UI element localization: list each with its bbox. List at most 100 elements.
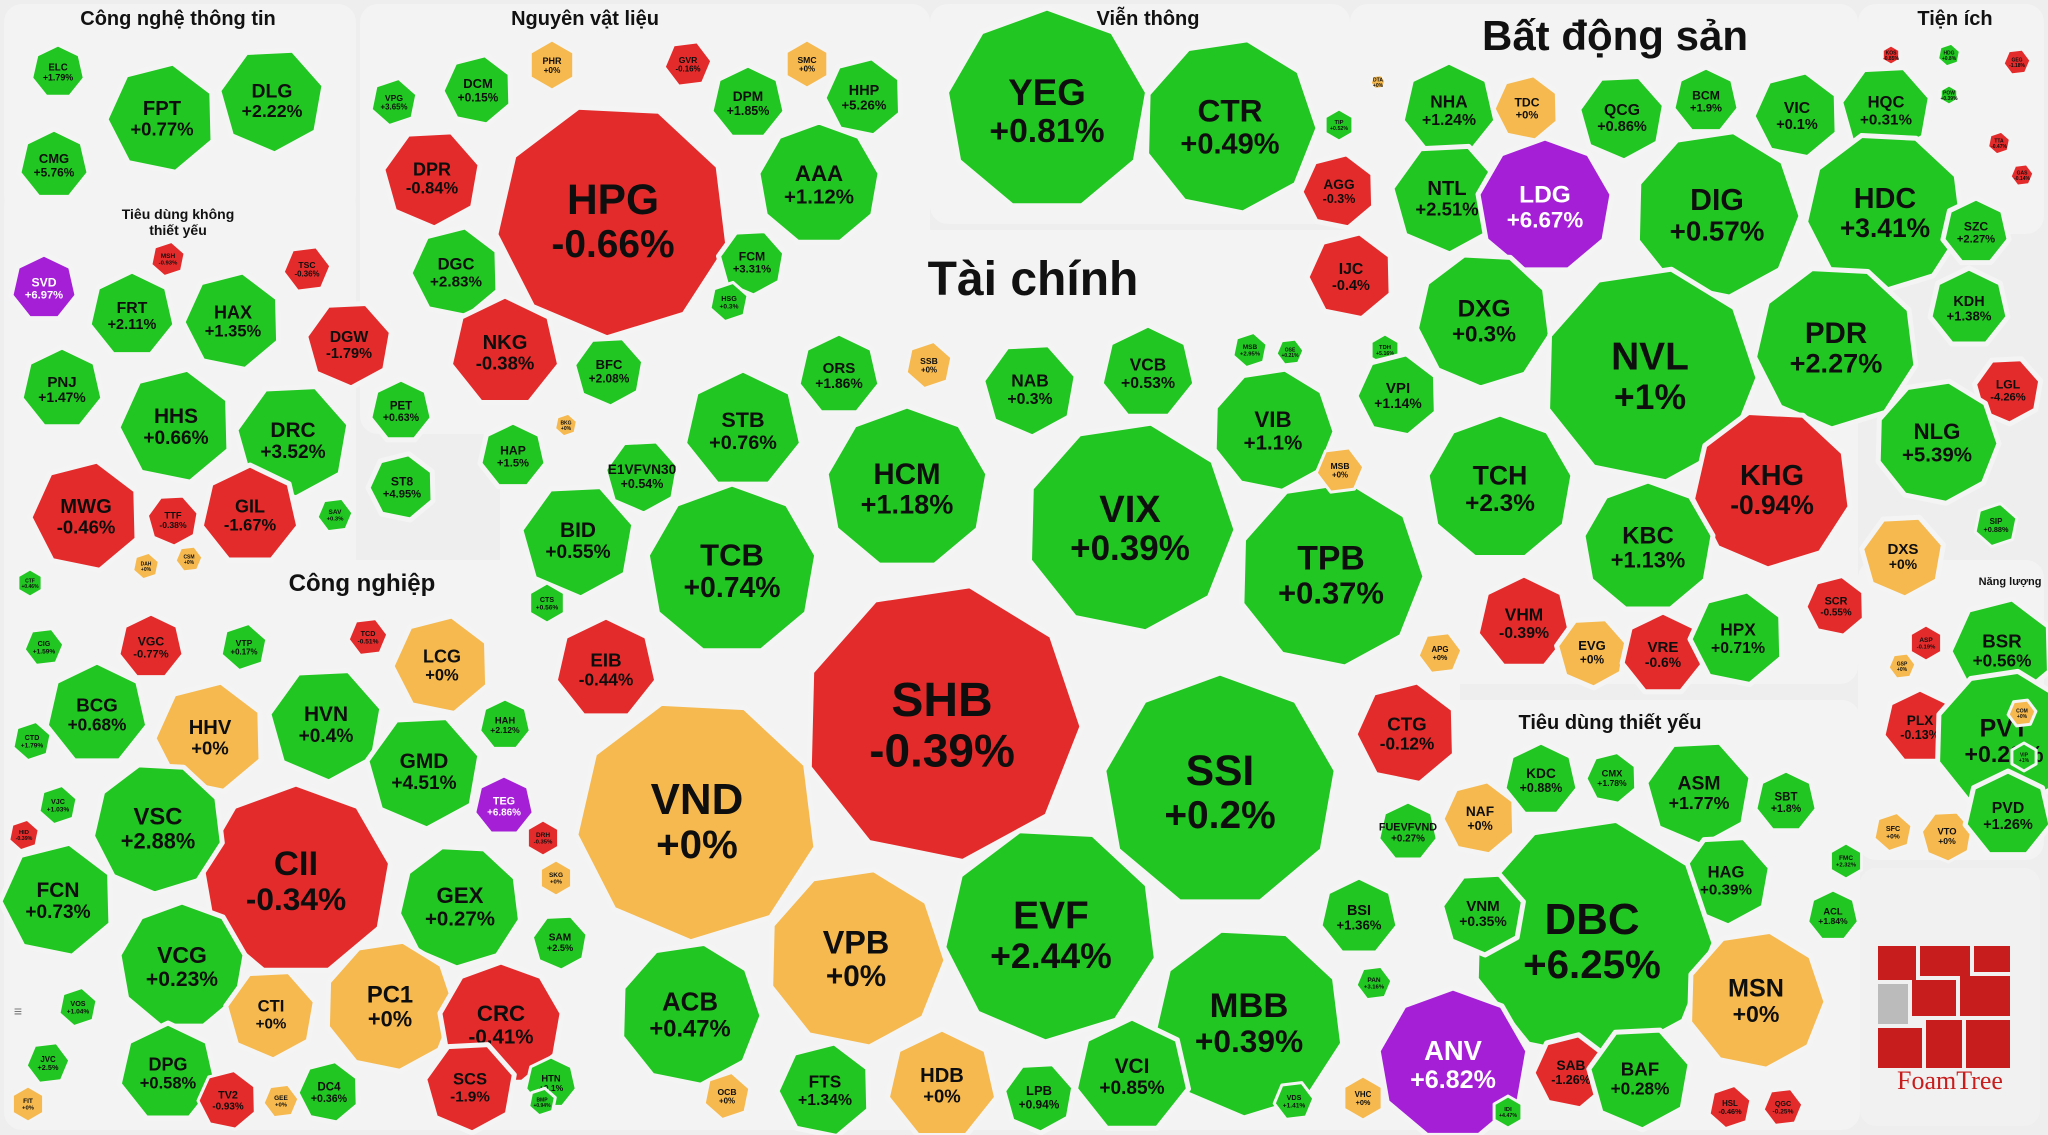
stock-cell-kbc[interactable]: KBC+1.13% <box>1580 478 1716 612</box>
stock-cell-shape[interactable] <box>365 451 436 523</box>
stock-cell-shape[interactable] <box>303 301 394 391</box>
stock-cell-nkg[interactable]: NKG-0.38% <box>447 293 563 405</box>
stock-cell-shape[interactable] <box>407 224 501 320</box>
stock-cell-tpb[interactable]: TPB+0.37% <box>1239 479 1428 670</box>
stock-cell-vre[interactable]: VRE-0.6% <box>1619 609 1707 695</box>
stock-cell-shape[interactable] <box>116 899 248 1029</box>
stock-cell-shape[interactable] <box>1474 572 1574 669</box>
stock-cell-shape[interactable] <box>281 245 333 293</box>
stock-cell-hhp[interactable]: HHP+5.26% <box>821 55 903 139</box>
stock-cell-fmc[interactable]: FMC+2.32% <box>1828 841 1864 881</box>
stock-cell-shape[interactable] <box>477 419 549 490</box>
stock-cell-shape[interactable] <box>1475 135 1615 273</box>
stock-cell-shape[interactable] <box>2008 162 2036 188</box>
stock-cell-shape[interactable] <box>439 52 514 128</box>
stock-cell-cti[interactable]: CTI+0% <box>223 969 318 1063</box>
stock-cell-shape[interactable] <box>1377 800 1439 861</box>
stock-cell-evf[interactable]: EVF+2.44% <box>941 828 1159 1045</box>
stock-cell-tv2[interactable]: TV2-0.93% <box>196 1069 257 1131</box>
stock-cell-sfc[interactable]: SFC+0% <box>1872 810 1914 854</box>
stock-cell-hvn[interactable]: HVN+0.4% <box>266 668 385 785</box>
stock-cell-skg[interactable]: SKG+0% <box>538 858 574 898</box>
stock-cell-shape[interactable] <box>1938 83 1960 107</box>
stock-cell-shape[interactable] <box>1375 985 1531 1135</box>
stock-cell-shape[interactable] <box>1690 410 1853 572</box>
stock-cell-shape[interactable] <box>1687 928 1829 1072</box>
stock-cell-bsi[interactable]: BSI+1.36% <box>1317 874 1401 956</box>
stock-cell-shape[interactable] <box>369 77 419 127</box>
stock-cell-nlg[interactable]: NLG+5.39% <box>1875 378 2002 506</box>
stock-cell-shape[interactable] <box>528 38 576 92</box>
stock-cell-shape[interactable] <box>1073 1015 1191 1131</box>
stock-cell-sip[interactable]: SIP+0.88% <box>1973 501 2019 549</box>
stock-cell-gmd[interactable]: GMD+4.51% <box>364 715 483 832</box>
stock-cell-hdc[interactable]: HDC+3.41% <box>1803 133 1966 295</box>
stock-cell-shape[interactable] <box>1354 964 1394 1002</box>
stock-cell-evg[interactable]: EVG+0% <box>1554 616 1630 691</box>
stock-cell-st8[interactable]: ST8+4.95% <box>365 451 436 523</box>
stock-cell-shape[interactable] <box>16 126 92 200</box>
stock-cell-shape[interactable] <box>1027 420 1239 635</box>
stock-cell-ttf[interactable]: TTF-0.38% <box>145 494 200 548</box>
stock-cell-shape[interactable] <box>1750 69 1840 161</box>
stock-cell-hpg[interactable]: HPG-0.66% <box>493 104 731 341</box>
stock-cell-bcm[interactable]: BCM+1.9% <box>1670 64 1742 135</box>
stock-cell-shape[interactable] <box>573 700 819 945</box>
stock-cell-vcg[interactable]: VCG+0.23% <box>116 899 248 1029</box>
stock-cell-shape[interactable] <box>708 62 788 140</box>
stock-cell-shape[interactable] <box>1424 411 1576 560</box>
stock-cell-szc[interactable]: SZC+2.27% <box>1940 195 2012 266</box>
stock-cell-shape[interactable] <box>1545 266 1761 485</box>
stock-cell-shape[interactable] <box>1761 1087 1805 1127</box>
stock-cell-shape[interactable] <box>37 783 79 827</box>
stock-cell-shape[interactable] <box>755 119 883 245</box>
stock-cell-shb[interactable]: SHB-0.39% <box>806 583 1085 864</box>
stock-cell-shape[interactable] <box>261 1082 301 1120</box>
stock-cell-dcm[interactable]: DCM+0.15% <box>439 52 514 128</box>
stock-cell-dpg[interactable]: DPG+0.58% <box>116 1020 220 1121</box>
stock-cell-shape[interactable] <box>1806 888 1860 941</box>
settings-icon[interactable]: ≡ <box>13 1003 23 1019</box>
stock-cell-cmg[interactable]: CMG+5.76% <box>16 126 92 200</box>
stock-cell-shape[interactable] <box>552 614 660 719</box>
stock-cell-idi[interactable]: IDI+4.47% <box>1492 1094 1524 1130</box>
stock-cell-shape[interactable] <box>10 1084 46 1124</box>
stock-cell-baf[interactable]: BAF+0.28% <box>1586 1027 1693 1133</box>
stock-cell-pvd[interactable]: PVD+1.26% <box>1962 768 2048 858</box>
stock-cell-vtp[interactable]: VTP+0.17% <box>219 622 269 672</box>
stock-cell-asp[interactable]: ASP-0.19% <box>1908 623 1944 663</box>
stock-cell-shape[interactable] <box>30 43 86 98</box>
stock-cell-shape[interactable] <box>18 344 106 430</box>
stock-cell-pet[interactable]: PET+0.63% <box>367 376 435 443</box>
stock-cell-shape[interactable] <box>1416 631 1464 675</box>
stock-cell-tcb[interactable]: TCB+0.74% <box>644 481 820 654</box>
stock-cell-naf[interactable]: NAF+0% <box>1439 778 1518 858</box>
stock-cell-shape[interactable] <box>8 251 80 322</box>
stock-cell-shape[interactable] <box>1144 37 1321 216</box>
stock-cell-shape[interactable] <box>602 438 682 517</box>
stock-cell-shape[interactable] <box>180 269 282 372</box>
stock-cell-vcb[interactable]: VCB+0.53% <box>1098 322 1198 419</box>
stock-cell-shape[interactable] <box>525 818 561 858</box>
stock-cell-shape[interactable] <box>115 610 187 681</box>
stock-cell-hsl[interactable]: HSL-0.46% <box>1707 1083 1753 1131</box>
stock-cell-apg[interactable]: APG+0% <box>1416 631 1464 675</box>
stock-cell-ctd[interactable]: CTD+1.79% <box>11 719 53 763</box>
stock-cell-vos[interactable]: VOS+1.04% <box>57 985 99 1029</box>
stock-cell-shape[interactable] <box>24 1041 72 1085</box>
stock-cell-sbt[interactable]: SBT+1.8% <box>1752 767 1820 834</box>
stock-cell-shape[interactable] <box>821 55 903 139</box>
stock-cell-shape[interactable] <box>1875 378 2002 506</box>
stock-cell-eib[interactable]: EIB-0.44% <box>552 614 660 719</box>
stock-cell-dlg[interactable]: DLG+2.22% <box>216 47 327 157</box>
stock-cell-shape[interactable] <box>884 1026 1000 1135</box>
stock-cell-lcg[interactable]: LCG+0% <box>389 613 491 716</box>
stock-cell-shape[interactable] <box>149 239 187 279</box>
stock-cell-shape[interactable] <box>422 1042 517 1135</box>
stock-cell-vjc[interactable]: VJC+1.03% <box>37 783 79 827</box>
stock-cell-anv[interactable]: ANV+6.82% <box>1375 985 1531 1135</box>
stock-cell-lgl[interactable]: LGL-4.26% <box>1972 356 2044 427</box>
stock-cell-shape[interactable] <box>1576 74 1667 164</box>
stock-cell-shape[interactable] <box>1298 151 1377 231</box>
stock-cell-vix[interactable]: VIX+0.39% <box>1027 420 1239 635</box>
